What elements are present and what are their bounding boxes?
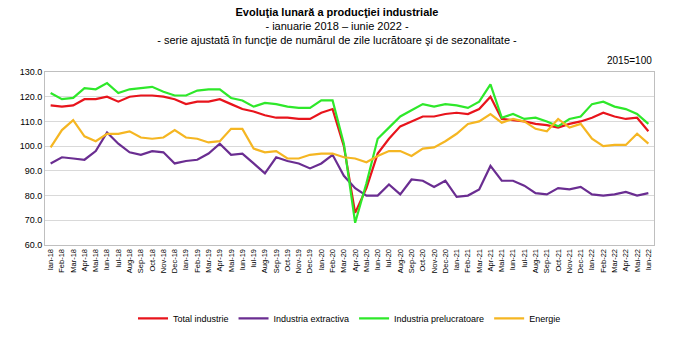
svg-text:Mar-21: Mar-21 [475,249,484,273]
svg-text:Nov-21: Nov-21 [565,249,574,273]
svg-text:Nov-18: Nov-18 [159,249,168,273]
svg-text:Mar-19: Mar-19 [204,249,213,273]
svg-text:Feb-21: Feb-21 [463,249,472,273]
svg-text:Nov-19: Nov-19 [294,249,303,273]
svg-text:Mai-19: Mai-19 [227,249,236,272]
svg-text:Ian-21: Ian-21 [452,249,461,270]
svg-text:Industria extractiva: Industria extractiva [274,314,350,324]
svg-text:Mai-21: Mai-21 [497,249,506,272]
svg-text:2015=100: 2015=100 [607,55,652,66]
svg-text:90.0: 90.0 [25,166,43,176]
svg-text:Mar-20: Mar-20 [339,249,348,273]
svg-text:Apr-22: Apr-22 [621,249,630,272]
svg-text:Feb-20: Feb-20 [328,249,337,273]
svg-text:Ian-19: Ian-19 [181,249,190,270]
svg-text:60.0: 60.0 [25,240,43,250]
svg-text:Evoluţia lunară a producţiei i: Evoluţia lunară a producţiei industriale… [157,6,517,47]
svg-text:Aug-19: Aug-19 [260,249,269,273]
svg-text:Aug-20: Aug-20 [396,249,405,273]
svg-text:Iul-18: Iul-18 [114,249,123,268]
svg-text:Oct-18: Oct-18 [148,249,157,272]
svg-text:Iun-19: Iun-19 [238,249,247,270]
svg-text:Dec-19: Dec-19 [305,249,314,273]
svg-text:Mai-18: Mai-18 [91,249,100,272]
svg-text:Mar-18: Mar-18 [69,249,78,273]
svg-text:Dec-20: Dec-20 [441,249,450,273]
svg-text:Iun-20: Iun-20 [373,249,382,270]
svg-text:Apr-18: Apr-18 [80,249,89,272]
svg-text:Dec-18: Dec-18 [170,249,179,273]
svg-text:Iun-22: Iun-22 [644,249,653,270]
svg-text:Dec-21: Dec-21 [576,249,585,273]
svg-text:Feb-18: Feb-18 [57,249,66,273]
svg-text:Apr-21: Apr-21 [486,249,495,272]
svg-text:Ian-22: Ian-22 [587,249,596,270]
svg-text:Iun-18: Iun-18 [102,249,111,270]
svg-text:Aug-18: Aug-18 [125,249,134,273]
svg-text:Feb-22: Feb-22 [599,249,608,273]
svg-text:Iun-21: Iun-21 [508,249,517,270]
svg-text:Mar-22: Mar-22 [610,249,619,273]
svg-text:Iul-20: Iul-20 [384,249,393,268]
svg-text:Oct-20: Oct-20 [418,249,427,272]
svg-text:Ian-18: Ian-18 [46,249,55,270]
svg-text:Feb-19: Feb-19 [193,249,202,273]
svg-text:Mai-20: Mai-20 [362,249,371,272]
svg-text:Ian-20: Ian-20 [317,249,326,270]
svg-text:Energie: Energie [529,314,560,324]
svg-text:Apr-19: Apr-19 [215,249,224,272]
svg-text:Industria prelucratoare: Industria prelucratoare [394,314,484,324]
svg-text:Mai-22: Mai-22 [633,249,642,272]
svg-text:Sep-20: Sep-20 [407,249,416,273]
svg-text:130.0: 130.0 [20,67,43,77]
svg-text:70.0: 70.0 [25,215,43,225]
svg-text:Aug-21: Aug-21 [531,249,540,273]
svg-text:80.0: 80.0 [25,191,43,201]
svg-text:Sep-21: Sep-21 [542,249,551,273]
svg-text:Sep-19: Sep-19 [272,249,281,273]
svg-text:Apr-20: Apr-20 [351,249,360,272]
svg-text:Oct-21: Oct-21 [554,249,563,272]
svg-text:110.0: 110.0 [20,117,42,127]
svg-text:120.0: 120.0 [20,92,43,102]
svg-text:Iul-21: Iul-21 [520,249,529,268]
svg-text:Nov-20: Nov-20 [430,249,439,273]
svg-text:Total industrie: Total industrie [173,314,229,324]
svg-text:Sep-18: Sep-18 [136,249,145,273]
svg-text:Iul-19: Iul-19 [249,249,258,268]
svg-text:Oct-19: Oct-19 [283,249,292,272]
svg-text:100.0: 100.0 [20,141,43,151]
